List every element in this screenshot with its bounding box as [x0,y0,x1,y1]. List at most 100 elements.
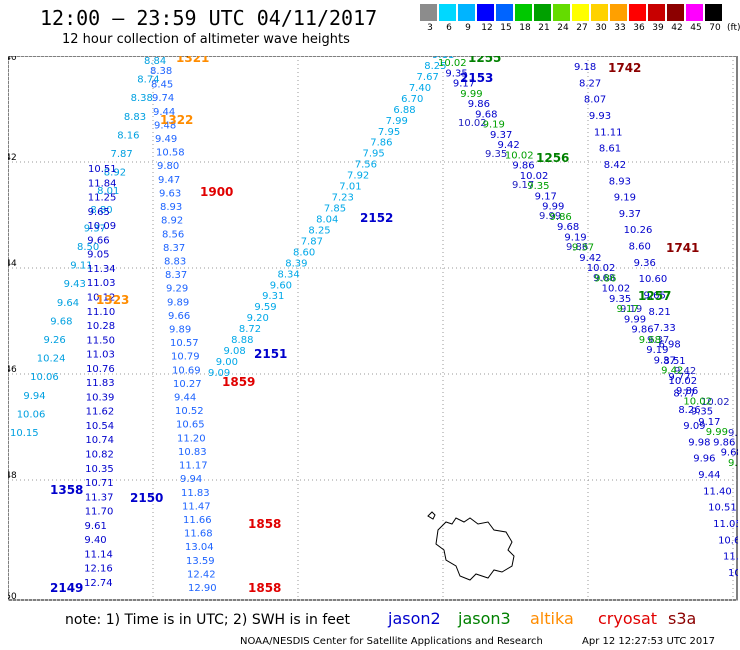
track-d-value: 7.99 [386,116,408,127]
track-a-value: 9.11 [70,261,92,272]
track-b-value: 8.92 [161,216,183,227]
track-dense-value: 9.86 [676,386,698,397]
footnote: note: 1) Time is in UTC; 2) SWH is in fe… [65,612,351,628]
track-c-value: 9.61 [85,521,107,532]
track-dense-value: 9.42 [497,140,519,151]
track-dense-value: 10.02 [683,396,712,407]
track-c-value: 10.82 [85,450,114,461]
pass-time-label: 1742 [608,61,641,75]
track-d-value: 7.23 [332,193,354,204]
track-b-value: 9.63 [159,188,181,199]
track-d-value: 7.95 [378,127,400,138]
scale-label: 9 [465,23,471,33]
track-d-value: 6.88 [393,105,415,116]
scale-label: 42 [671,23,683,33]
scale-swatch [420,4,437,21]
track-e-value: 9.99 [539,211,561,222]
track-b-value: 8.93 [160,202,182,213]
scale-swatch [686,4,703,21]
track-dense-value: 10.02 [438,58,467,69]
track-dense-value: 9.19 [483,120,505,131]
track-b-value: 12.42 [187,569,216,580]
track-dense-value: 9.86 [631,325,653,336]
track-c-value: 10.39 [86,392,115,403]
wave-height-map: -40-42-44-46-48-506063666972758.848.748.… [8,56,738,601]
track-c-value: 10.54 [86,421,115,432]
legend-entry: altika [530,609,574,628]
pass-time-label: 1858 [248,517,281,531]
track-b-value: 9.49 [155,134,177,145]
track-b-value: 9.47 [158,175,180,186]
track-dense-value: 9.86 [713,437,735,448]
track-dense-value: 9.37 [572,243,594,254]
track-dense-value: 9.17 [616,304,638,315]
track-b-value: 10.52 [175,406,204,417]
track-a-value: 8.38 [131,93,153,104]
track-b-value: 8.37 [163,243,185,254]
track-f-value: 8.60 [629,242,651,253]
scale-swatch [667,4,684,21]
track-dense-value: 9.19 [646,345,668,356]
scale-label: 39 [652,23,664,33]
track-e-value: 9.19 [620,304,642,315]
pass-time-label: 2151 [254,347,287,361]
scale-label: 36 [633,23,645,33]
track-c-value: 11.10 [87,307,116,318]
track-a-value: 9.37 [84,223,106,234]
track-b-value: 13.04 [185,542,214,553]
pass-time-label: 1256 [536,151,569,165]
track-dense-value: 9.99 [706,427,728,438]
track-f-value: 10.03 [728,568,738,579]
scale-label: 12 [481,23,493,33]
track-a-value: 7.87 [111,149,133,160]
track-f-value: 9.18 [574,62,596,73]
track-f-value: 8.27 [579,78,601,89]
track-f-value: 10.26 [624,225,653,236]
scale-swatch [648,4,665,21]
track-e-value: 10.02 [701,397,730,408]
track-a-value: 8.92 [104,168,126,179]
pass-time-label: 1858 [248,581,281,595]
island-outline [435,517,515,581]
track-d-value: 7.87 [301,236,323,247]
track-dense-value: 9.68 [557,222,579,233]
track-dense-value: 9.35 [527,181,549,192]
track-c-value: 9.40 [84,535,106,546]
pass-time-label: 1900 [200,185,233,199]
track-d-value: 8.25 [308,225,330,236]
track-f-value: 8.61 [599,144,621,155]
track-e-value: 9.68 [593,273,615,284]
track-dense-value: 9.35 [609,294,631,305]
track-a-value: 9.64 [57,298,79,309]
pass-time-label: 2153 [460,71,493,85]
pass-time-label: 1859 [222,375,255,389]
track-b-value: 9.48 [154,120,176,131]
track-f-value: 11.05 [713,519,738,530]
track-dense-value: 9.17 [453,79,475,90]
track-a-value: 8.80 [90,205,112,216]
track-b-value: 10.79 [171,352,200,363]
track-f-value: 9.37 [619,209,641,220]
track-d-value: 9.59 [254,302,276,313]
track-e-value: 10.02 [458,118,487,129]
track-d-value: 7.95 [362,149,384,160]
track-d-value: 8.88 [231,335,253,346]
scale-label: 70 [709,23,721,33]
track-b-value: 9.89 [169,325,191,336]
track-d-value: 9.11 [432,56,454,61]
track-dense-value: 9.68 [721,448,738,459]
credit-line: NOAA/NESDIS Center for Satellite Applica… [240,636,543,647]
track-a-value: 8.74 [137,75,159,86]
lat-label: -40 [8,56,17,63]
track-f-value: 9.96 [693,454,715,465]
track-d-value: 7.01 [339,182,361,193]
track-dense-value: 9.19 [564,232,586,243]
track-f-value: 11.40 [703,486,732,497]
scale-swatch [458,4,475,21]
map-frame [8,56,738,601]
track-a-value: 8.84 [144,56,166,67]
track-a-value: 10.06 [17,409,46,420]
scale-label: 18 [519,23,531,33]
track-a-value: 9.43 [64,279,86,290]
track-d-value: 9.31 [262,291,284,302]
